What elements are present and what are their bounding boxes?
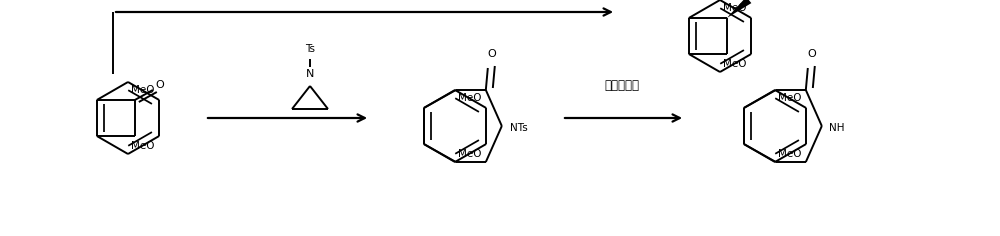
Text: O: O bbox=[487, 49, 496, 59]
Text: MeO: MeO bbox=[778, 149, 801, 159]
Polygon shape bbox=[727, 0, 751, 18]
Text: MeO: MeO bbox=[723, 59, 746, 69]
Text: Ts: Ts bbox=[305, 44, 315, 54]
Text: MeO: MeO bbox=[723, 3, 746, 13]
Text: MeO: MeO bbox=[778, 93, 801, 103]
Text: MeO: MeO bbox=[458, 93, 481, 103]
Text: MeO: MeO bbox=[131, 141, 154, 151]
Text: NH₂: NH₂ bbox=[759, 0, 780, 1]
Text: NTs: NTs bbox=[510, 123, 528, 133]
Text: N: N bbox=[306, 69, 314, 79]
Text: O: O bbox=[155, 80, 164, 90]
Text: NH: NH bbox=[829, 123, 844, 133]
Text: MeO: MeO bbox=[458, 149, 481, 159]
Text: O: O bbox=[807, 49, 816, 59]
Text: MeO: MeO bbox=[131, 85, 154, 95]
Text: 保护基移除: 保护基移除 bbox=[604, 80, 640, 93]
